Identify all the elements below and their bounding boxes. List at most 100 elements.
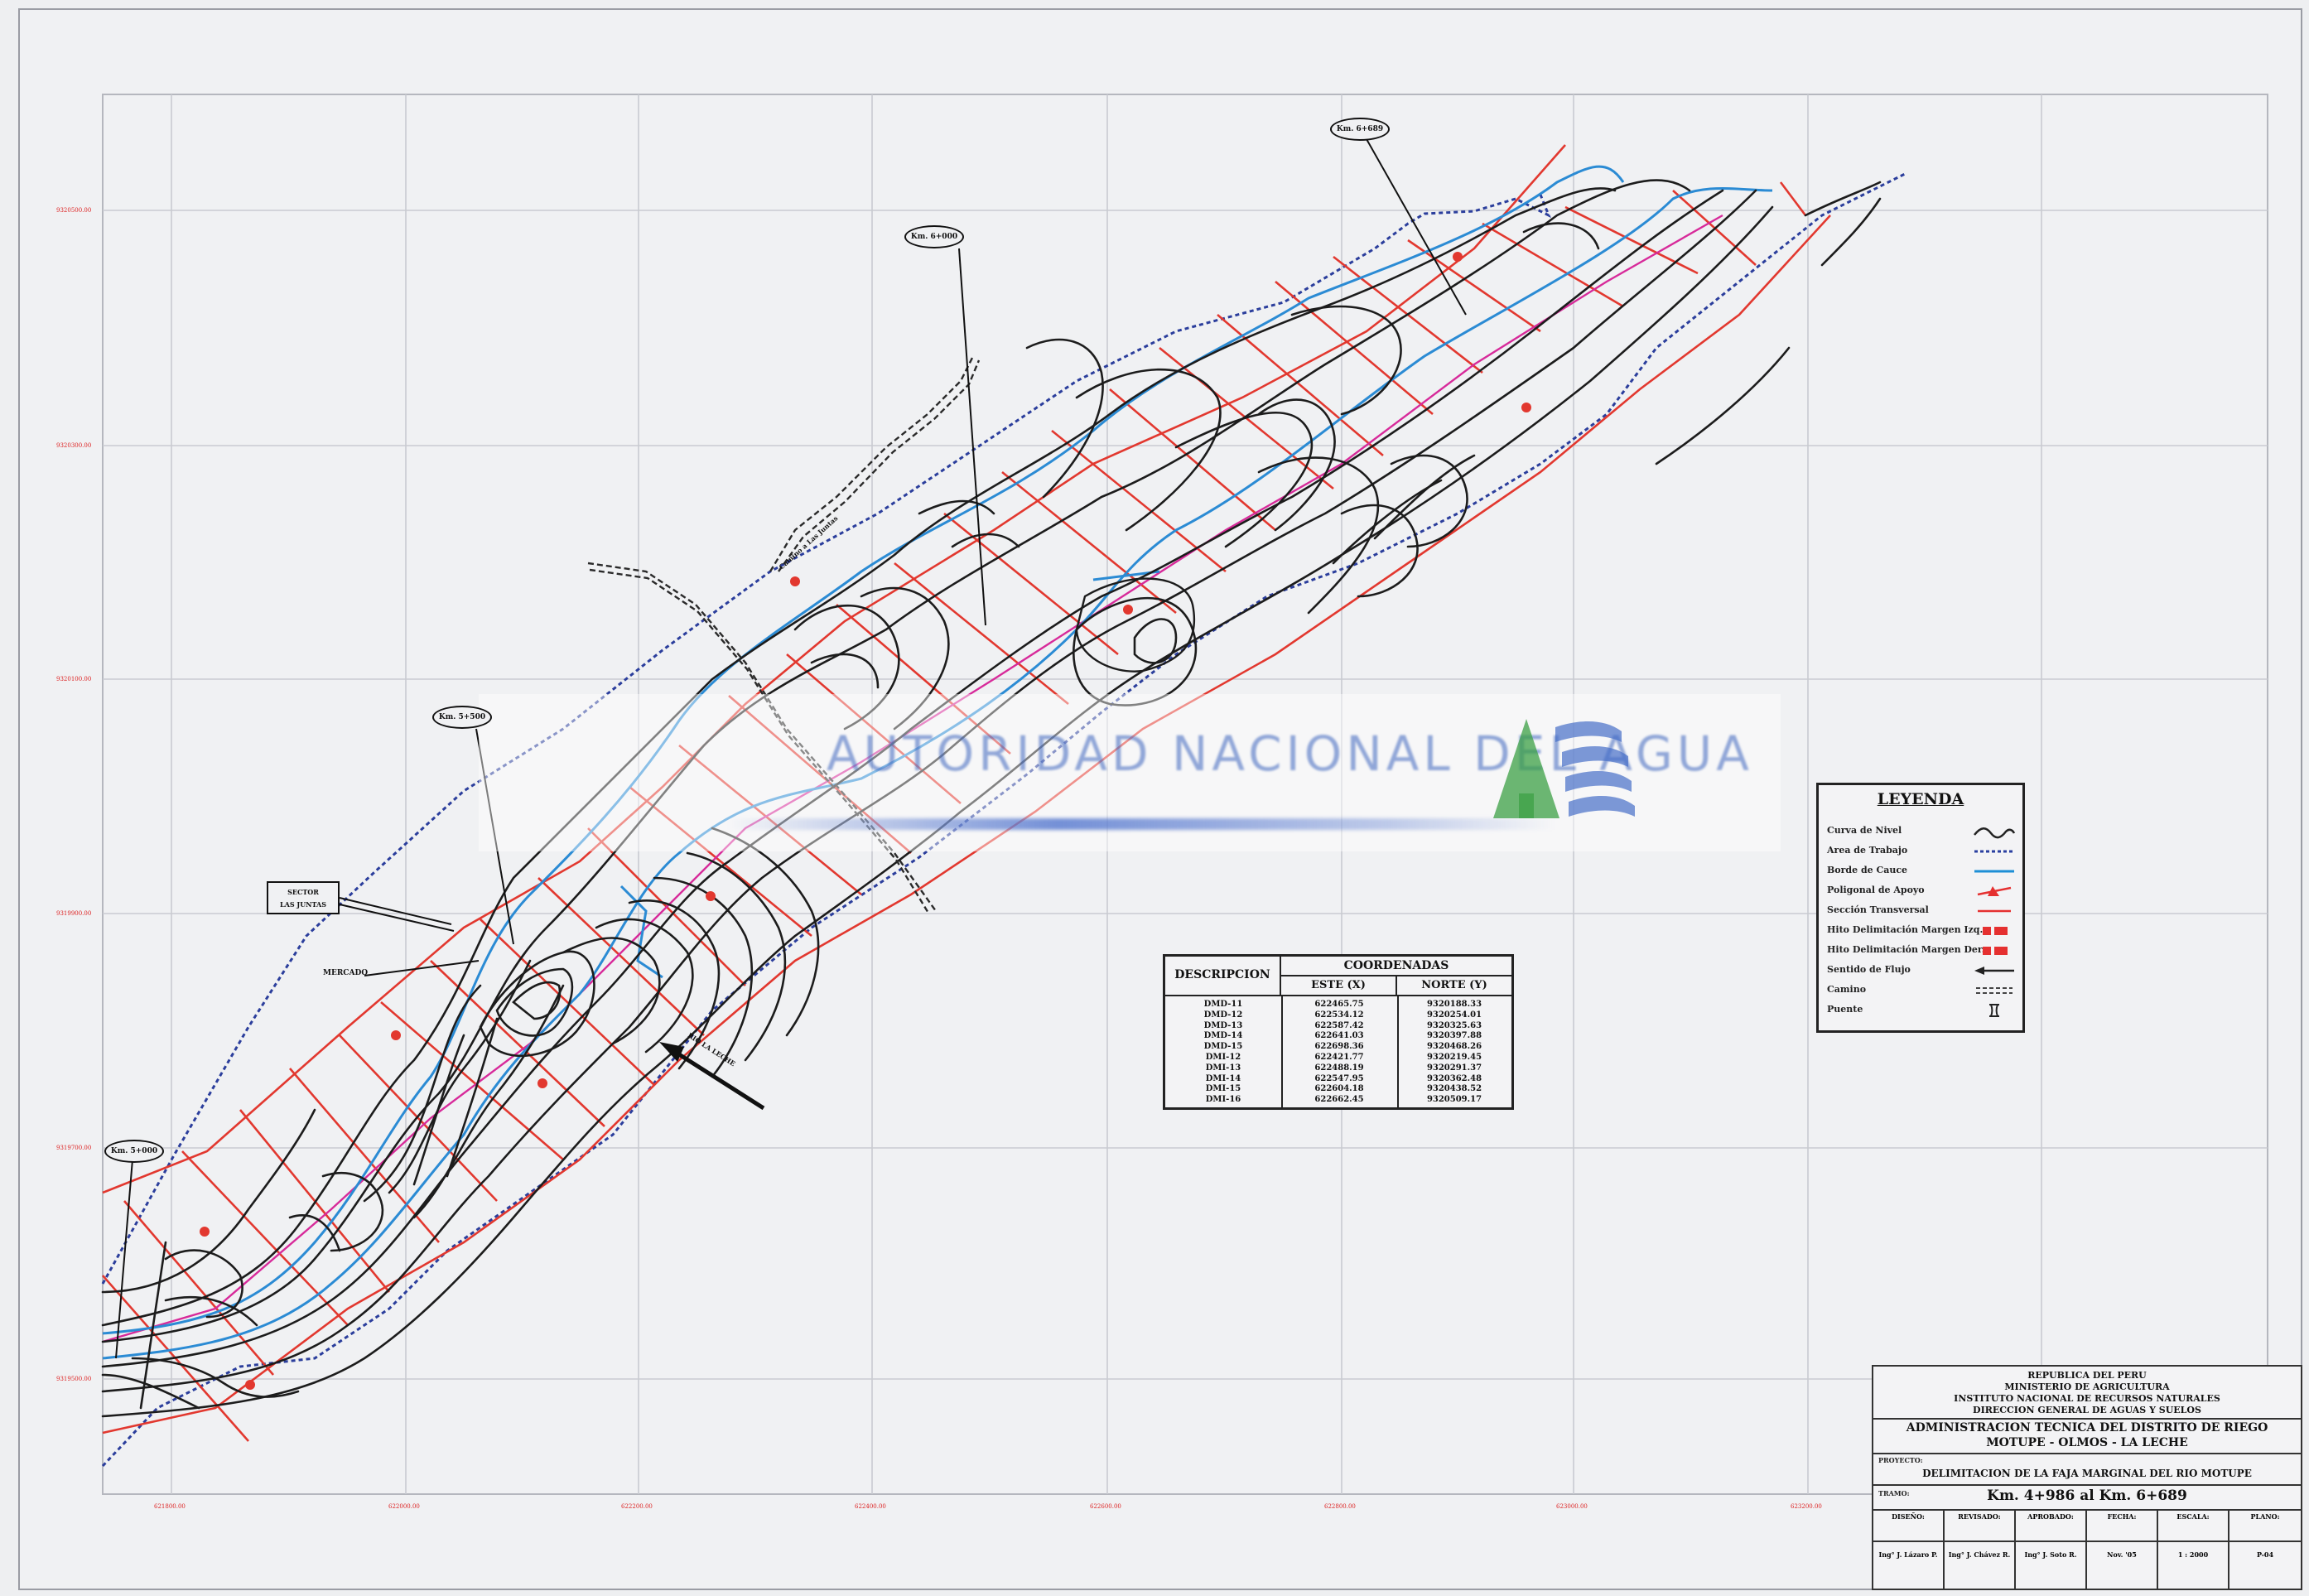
- polygon-markers: [200, 252, 1531, 1390]
- coord-header-este: ESTE (X): [1281, 976, 1397, 996]
- legend-row: Curva de Nivel: [1827, 823, 2019, 840]
- coord-cell-desc: DMI-13: [1205, 1063, 1241, 1073]
- legend-label: Area de Trabajo: [1827, 845, 1908, 856]
- coord-row: DMI-16 622662.45 9320509.17: [1165, 1095, 1511, 1105]
- coord-cell-desc: DMD-14: [1203, 1031, 1243, 1041]
- legend-row: Poligonal de Apoyo: [1827, 883, 2019, 899]
- coord-cell-este: 622662.45: [1314, 1095, 1364, 1105]
- coord-row: DMD-12 622534.12 9320254.01: [1165, 1010, 1511, 1020]
- coord-cell-desc: DMD-11: [1203, 1000, 1243, 1009]
- coord-row: DMI-13 622488.19 9320291.37: [1165, 1063, 1511, 1073]
- title-line-3: INSTITUTO NACIONAL DE RECURSOS NATURALES: [1954, 1393, 2220, 1404]
- title-field: ESCALA: 1 : 2000: [2158, 1509, 2229, 1589]
- y-tick: 9320100.00: [56, 676, 92, 682]
- title-field-head: DISEÑO:: [1892, 1512, 1925, 1521]
- title-field: REVISADO: Ing° J. Chávez R.: [1945, 1509, 2016, 1589]
- divider: [1873, 1541, 2301, 1542]
- coord-row: DMD-11 622465.75 9320188.33: [1165, 1000, 1511, 1010]
- coord-cell-norte: 9320291.37: [1426, 1063, 1482, 1073]
- legend-label: Hito Delimitación Margen Izq.: [1827, 924, 1984, 935]
- title-field-value: P-04: [2256, 1550, 2274, 1559]
- coord-row: DMI-12 622421.77 9320219.45: [1165, 1053, 1511, 1063]
- legend-label: Sección Transversal: [1827, 904, 1929, 915]
- coord-cell-este: 622547.95: [1314, 1073, 1364, 1083]
- coord-cell-norte: 9320254.01: [1426, 1010, 1482, 1020]
- sector-label-line1: SECTOR: [287, 888, 319, 896]
- contour-lines: [101, 179, 1882, 1418]
- coord-cell-norte: 9320438.52: [1426, 1084, 1482, 1094]
- coord-cell-desc: DMD-13: [1203, 1020, 1243, 1030]
- flow-arrow-icon: [659, 1042, 765, 1111]
- proyecto-label: PROYECTO:: [1878, 1456, 1923, 1464]
- sector-label: SECTOR LAS JUNTAS: [267, 881, 340, 914]
- coord-header-main: COORDENADAS: [1281, 957, 1511, 976]
- title-field: PLANO: P-04: [2229, 1509, 2301, 1589]
- title-field: FECHA: Nov. '05: [2087, 1509, 2158, 1589]
- coord-cell-este: 622421.77: [1314, 1053, 1364, 1062]
- km-label-5500: Km. 5+500: [432, 706, 492, 729]
- y-tick: 9319900.00: [56, 910, 92, 917]
- legend-row: Camino: [1827, 982, 2019, 999]
- coord-cell-desc: DMI-15: [1205, 1084, 1241, 1094]
- watermark-bar: [727, 818, 1555, 830]
- coord-cell-norte: 9320219.45: [1426, 1053, 1482, 1062]
- legend-label: Hito Delimitación Margen Der.: [1827, 944, 1985, 955]
- proyecto-value: DELIMITACION DE LA FAJA MARGINAL DEL RIO…: [1922, 1468, 2252, 1479]
- coord-col-divider: [1397, 996, 1399, 1107]
- coord-row: DMI-15 622604.18 9320438.52: [1165, 1084, 1511, 1094]
- polygon-marker-icon: [1977, 886, 2012, 896]
- contour-wave-icon: [1974, 827, 2016, 839]
- x-tick: 622600.00: [1090, 1503, 1121, 1510]
- legend-row: Sección Transversal: [1827, 903, 2019, 919]
- x-tick: 622400.00: [855, 1503, 886, 1510]
- tramo-label: TRAMO:: [1878, 1489, 1910, 1497]
- legend-label: Puente: [1827, 1004, 1863, 1015]
- coord-cell-desc: DMI-14: [1205, 1073, 1241, 1083]
- title-block-fields: DISEÑO: Ing° J. Lázaro P. REVISADO: Ing° J.…: [1873, 1509, 2301, 1589]
- y-tick: 9320300.00: [56, 442, 92, 449]
- y-tick: 9319500.00: [56, 1376, 92, 1382]
- solid-line-icon: [1974, 870, 2014, 873]
- road-icon: [1976, 987, 2013, 994]
- title-field: DISEÑO: Ing° J. Lázaro P.: [1873, 1509, 1945, 1589]
- coord-cell-este: 622488.19: [1314, 1063, 1364, 1073]
- coord-cell-desc: DMD-12: [1203, 1010, 1243, 1020]
- title-line-2: MINISTERIO DE AGRICULTURA: [2004, 1381, 2170, 1392]
- coord-cell-norte: 9320188.33: [1426, 1000, 1482, 1009]
- pond-contour: [1075, 577, 1196, 673]
- coord-cell-desc: DMI-12: [1205, 1053, 1241, 1062]
- coord-cell-desc: DMI-16: [1205, 1095, 1241, 1105]
- km-label-5000: Km. 5+000: [104, 1140, 164, 1163]
- x-tick: 622800.00: [1324, 1503, 1356, 1510]
- legend-label: Camino: [1827, 984, 1867, 995]
- title-field-value: Nov. '05: [2107, 1550, 2137, 1559]
- y-tick: 9319700.00: [56, 1145, 92, 1151]
- title-field-value: 1 : 2000: [2177, 1550, 2209, 1559]
- title-field-value: Ing° J. Lázaro P.: [1878, 1550, 1938, 1559]
- coord-cell-norte: 9320468.26: [1426, 1042, 1482, 1052]
- legend-label: Curva de Nivel: [1827, 825, 1902, 836]
- divider: [1873, 1484, 2301, 1486]
- km-label-6689: Km. 6+689: [1330, 118, 1390, 141]
- coord-cell-norte: 9320325.63: [1426, 1020, 1482, 1030]
- coord-cell-norte: 9320362.48: [1426, 1073, 1482, 1083]
- coord-row: DMI-14 622547.95 9320362.48: [1165, 1074, 1511, 1084]
- coord-cell-este: 622587.42: [1314, 1020, 1364, 1030]
- coord-header-desc: DESCRIPCION: [1165, 957, 1281, 996]
- work-area-boundary: [101, 172, 1906, 1468]
- sector-label-line2: LAS JUNTAS: [280, 900, 326, 909]
- coord-cell-este: 622604.18: [1314, 1084, 1364, 1094]
- coord-header-norte: NORTE (Y): [1397, 976, 1511, 996]
- divider: [1873, 1418, 2301, 1420]
- coordinate-grid: [103, 94, 2268, 1494]
- title-field: APROBADO: Ing° J. Soto R.: [2016, 1509, 2087, 1589]
- legend-label: Borde de Cauce: [1827, 865, 1908, 875]
- km-label-6000: Km. 6+000: [904, 225, 964, 248]
- support-polygon-lines: [102, 144, 1831, 1434]
- divider: [1873, 1509, 2301, 1511]
- title-field-head: PLANO:: [2250, 1512, 2280, 1521]
- left-marker-icon: [1983, 927, 2008, 935]
- title-field-value: Ing° J. Chávez R.: [1948, 1550, 2011, 1559]
- title-block: REPUBLICA DEL PERU MINISTERIO DE AGRICUL…: [1872, 1365, 2302, 1590]
- coord-cell-este: 622641.03: [1314, 1031, 1364, 1041]
